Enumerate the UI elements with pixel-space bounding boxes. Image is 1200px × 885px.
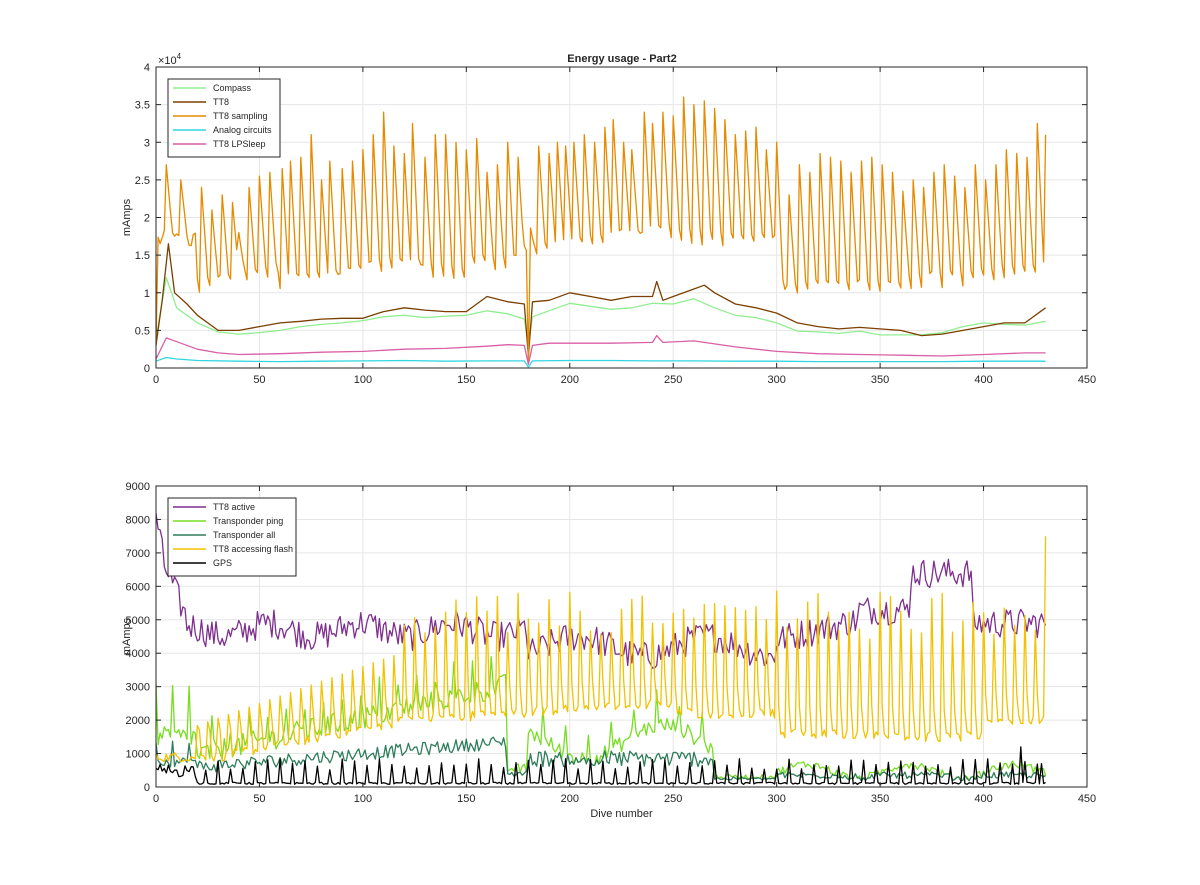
- y-tick-label: 1: [144, 288, 150, 300]
- x-tick-label: 350: [871, 793, 889, 805]
- series-line-tt8-sampling: [156, 96, 1047, 365]
- legend-label: TT8 active: [213, 502, 255, 512]
- series-line-compass: [156, 277, 1046, 347]
- y-tick-label: 3.5: [135, 100, 150, 112]
- y-tick-label: 1.5: [135, 250, 150, 262]
- x-axis-label: Dive number: [590, 808, 653, 820]
- legend: Compass TT8 TT8 sampling Analog circuits TT8…: [167, 78, 281, 158]
- series-lines: [156, 513, 1047, 785]
- y-tick-label: 8000: [126, 514, 150, 526]
- series-lines: [156, 96, 1047, 368]
- x-tick-label: 450: [1078, 793, 1096, 805]
- legend-label: TT8 accessing flash: [213, 544, 293, 554]
- legend-label: Compass: [213, 83, 252, 93]
- x-tick-label: 400: [974, 793, 992, 805]
- y-tick-label: 3000: [126, 682, 150, 694]
- chart-title: Energy usage - Part2: [567, 53, 676, 65]
- x-tick-label: 300: [767, 374, 785, 386]
- x-tick-label: 250: [664, 793, 682, 805]
- x-tick-label: 50: [253, 374, 265, 386]
- x-tick-label: 200: [561, 374, 579, 386]
- series-line-tt8-lpsleep: [156, 334, 1046, 365]
- y-tick-label: 0: [144, 363, 150, 375]
- x-tick-label: 0: [153, 374, 159, 386]
- legend-label: Analog circuits: [213, 125, 272, 135]
- y-tick-label: 9000: [126, 481, 150, 493]
- y-tick-label: 2: [144, 213, 150, 225]
- x-tick-label: 300: [767, 793, 785, 805]
- legend-label: Transponder ping: [213, 516, 283, 526]
- y-tick-label: 4: [144, 62, 150, 74]
- y-tick-label: 0: [144, 782, 150, 794]
- series-line-transponder-ping: [156, 655, 1047, 782]
- series-line-transponder-all: [156, 736, 1046, 782]
- y-tick-label: 3: [144, 137, 150, 149]
- legend: TT8 active Transponder ping Transponder al…: [167, 497, 297, 577]
- x-tick-label: 50: [253, 793, 265, 805]
- y-tick-label: 6000: [126, 581, 150, 593]
- legend-label: TT8 sampling: [213, 111, 268, 121]
- y-tick-label: 7000: [126, 548, 150, 560]
- series-line-gps: [156, 746, 1046, 785]
- y-tick-label: 5000: [126, 615, 150, 627]
- y-tick-label: 0.5: [135, 325, 150, 337]
- x-tick-label: 150: [457, 374, 475, 386]
- y-tick-label: 2.5: [135, 175, 150, 187]
- y-tick-label: 1000: [126, 749, 150, 761]
- y-axis-label: mAmps: [121, 617, 133, 655]
- legend-label: GPS: [213, 558, 232, 568]
- series-line-tt8: [156, 243, 1046, 358]
- legend-label: TT8 LPSleep: [213, 139, 266, 149]
- x-tick-label: 100: [354, 793, 372, 805]
- y-tick-label: 4000: [126, 648, 150, 660]
- legend-label: TT8: [213, 97, 229, 107]
- x-tick-label: 400: [974, 374, 992, 386]
- series-line-analog-circuits: [156, 356, 1046, 368]
- x-tick-label: 0: [153, 793, 159, 805]
- x-tick-label: 200: [561, 793, 579, 805]
- series-line-tt8-accessing-flash: [156, 536, 1047, 763]
- x-tick-label: 450: [1078, 374, 1096, 386]
- y-tick-label: 2000: [126, 715, 150, 727]
- x-tick-label: 250: [664, 374, 682, 386]
- x-tick-label: 350: [871, 374, 889, 386]
- legend-label: Transponder all: [213, 530, 275, 540]
- x-tick-label: 100: [354, 374, 372, 386]
- bottom-axes: 0 50 100 150 200 250 300 350 400 450 0 1000 2000 3000…: [121, 481, 1096, 820]
- top-axes: 0 50 100 150 200 250 300 350 400 450 0 0.5 1 1.5 2 2.5 3…: [121, 52, 1096, 386]
- y-axis-label: mAmps: [121, 198, 133, 236]
- y-exponent-label: ×104: [158, 52, 182, 67]
- x-tick-label: 150: [457, 793, 475, 805]
- axes-frame: [155, 485, 1088, 788]
